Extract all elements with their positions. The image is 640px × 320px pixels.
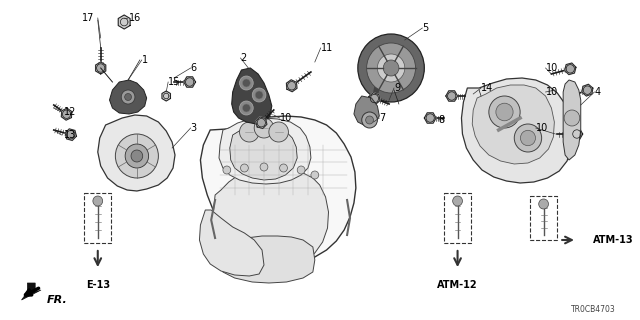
Polygon shape — [98, 115, 175, 191]
Circle shape — [121, 90, 135, 104]
Circle shape — [239, 101, 253, 115]
Text: 11: 11 — [321, 43, 333, 53]
Circle shape — [520, 130, 536, 146]
Text: 3: 3 — [191, 123, 196, 133]
Polygon shape — [184, 77, 196, 87]
Circle shape — [255, 91, 263, 99]
Text: 6: 6 — [191, 63, 196, 73]
Circle shape — [515, 124, 541, 152]
Polygon shape — [286, 80, 297, 92]
Circle shape — [297, 166, 305, 174]
Circle shape — [564, 110, 580, 126]
Circle shape — [254, 118, 274, 138]
Polygon shape — [461, 78, 572, 183]
Circle shape — [280, 164, 287, 172]
Polygon shape — [230, 124, 297, 180]
Text: 15: 15 — [168, 77, 180, 87]
Circle shape — [252, 88, 266, 102]
Text: ATM-12: ATM-12 — [437, 280, 478, 290]
Polygon shape — [255, 117, 267, 129]
Circle shape — [93, 196, 102, 206]
Circle shape — [125, 93, 131, 100]
Circle shape — [260, 163, 268, 171]
Polygon shape — [369, 92, 380, 104]
Circle shape — [365, 116, 374, 124]
Polygon shape — [109, 80, 147, 114]
Text: FR.: FR. — [47, 295, 68, 305]
Text: 10: 10 — [280, 113, 292, 123]
Polygon shape — [220, 236, 315, 283]
Text: 4: 4 — [595, 87, 600, 97]
Polygon shape — [446, 91, 458, 101]
Polygon shape — [424, 113, 436, 123]
Circle shape — [378, 54, 404, 82]
Text: 1: 1 — [142, 55, 148, 65]
Polygon shape — [118, 15, 130, 29]
Polygon shape — [162, 91, 170, 101]
Text: 10: 10 — [545, 63, 558, 73]
Text: 2: 2 — [241, 53, 247, 63]
Circle shape — [496, 103, 513, 121]
Circle shape — [115, 134, 158, 178]
Polygon shape — [582, 84, 593, 96]
Circle shape — [311, 171, 319, 179]
Circle shape — [223, 166, 231, 174]
Polygon shape — [564, 63, 576, 75]
Polygon shape — [563, 80, 580, 160]
Circle shape — [243, 104, 250, 112]
Text: 13: 13 — [63, 130, 76, 140]
Polygon shape — [232, 68, 272, 124]
Text: 9: 9 — [394, 83, 400, 93]
Text: TR0CB4703: TR0CB4703 — [571, 305, 616, 314]
Bar — [530, 196, 557, 240]
Polygon shape — [219, 118, 311, 184]
Circle shape — [358, 34, 424, 102]
Text: 12: 12 — [63, 107, 76, 117]
Polygon shape — [22, 283, 41, 300]
Polygon shape — [200, 210, 264, 276]
Polygon shape — [213, 169, 328, 266]
Polygon shape — [472, 85, 554, 164]
Circle shape — [489, 96, 520, 128]
Text: E-13: E-13 — [86, 280, 110, 290]
Text: 16: 16 — [129, 13, 141, 23]
Circle shape — [239, 122, 259, 142]
Polygon shape — [571, 129, 582, 139]
Text: 7: 7 — [380, 113, 385, 123]
Circle shape — [452, 196, 463, 206]
Circle shape — [539, 199, 548, 209]
Polygon shape — [354, 96, 380, 126]
Circle shape — [239, 76, 253, 90]
Circle shape — [269, 122, 289, 142]
Text: 17: 17 — [81, 13, 94, 23]
Polygon shape — [95, 62, 106, 74]
Text: 10: 10 — [545, 87, 558, 97]
Circle shape — [367, 43, 415, 93]
Text: 10: 10 — [536, 123, 548, 133]
Text: ATM-13: ATM-13 — [593, 235, 633, 245]
Circle shape — [383, 60, 399, 76]
Bar — [444, 193, 471, 243]
Circle shape — [243, 79, 250, 87]
Text: 14: 14 — [481, 83, 493, 93]
Polygon shape — [61, 108, 72, 120]
Text: 8: 8 — [438, 115, 444, 125]
Text: 5: 5 — [422, 23, 429, 33]
Polygon shape — [200, 116, 356, 262]
Polygon shape — [65, 129, 76, 140]
Circle shape — [125, 144, 148, 168]
Circle shape — [362, 112, 378, 128]
Circle shape — [241, 164, 248, 172]
Bar — [84, 193, 111, 243]
Circle shape — [131, 150, 143, 162]
